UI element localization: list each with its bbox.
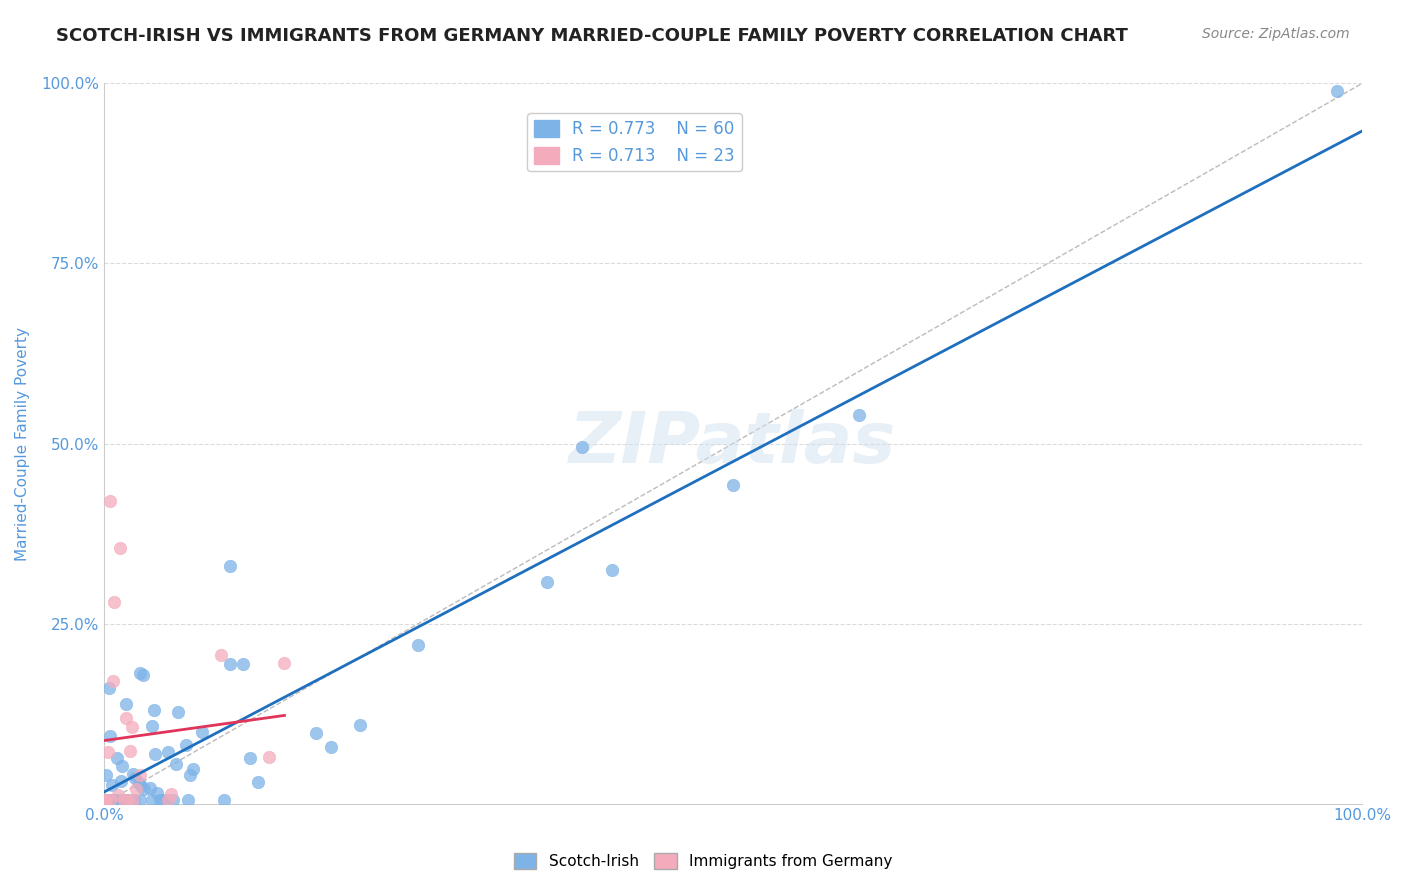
Point xyxy=(122,793,145,807)
Point xyxy=(218,558,240,573)
Point xyxy=(121,793,143,807)
Point xyxy=(132,781,155,796)
Point xyxy=(112,793,135,807)
Text: Source: ZipAtlas.com: Source: ZipAtlas.com xyxy=(1202,27,1350,41)
Point xyxy=(129,779,152,793)
Point xyxy=(111,759,134,773)
Point xyxy=(104,793,127,807)
Point xyxy=(121,793,143,807)
Point xyxy=(98,494,121,508)
Point xyxy=(104,793,127,807)
Point xyxy=(165,757,187,772)
Point xyxy=(174,738,197,752)
Point xyxy=(117,793,139,807)
Point xyxy=(105,750,128,764)
Point xyxy=(146,786,169,800)
Point xyxy=(214,793,236,807)
Point xyxy=(209,648,232,662)
Point xyxy=(94,793,117,807)
Point xyxy=(110,774,132,789)
Point xyxy=(159,788,181,802)
Point xyxy=(121,721,143,735)
Point xyxy=(259,750,281,764)
Point xyxy=(273,657,295,671)
Point xyxy=(319,739,342,754)
Point xyxy=(132,668,155,682)
Point xyxy=(156,793,179,807)
Point xyxy=(408,638,430,652)
Point xyxy=(129,793,152,807)
Point xyxy=(103,595,125,609)
Point xyxy=(110,541,132,555)
Point xyxy=(128,776,150,790)
Point xyxy=(98,793,121,807)
Point xyxy=(349,718,371,732)
Point xyxy=(149,793,172,807)
Legend: R = 0.773    N = 60, R = 0.713    N = 23: R = 0.773 N = 60, R = 0.713 N = 23 xyxy=(527,113,742,171)
Point xyxy=(120,744,142,758)
Point xyxy=(124,771,146,785)
Point xyxy=(571,440,593,454)
Point xyxy=(122,767,145,781)
Point xyxy=(181,762,204,776)
Point xyxy=(247,774,270,789)
Point xyxy=(97,745,120,759)
Point xyxy=(191,724,214,739)
Legend: Scotch-Irish, Immigrants from Germany: Scotch-Irish, Immigrants from Germany xyxy=(508,847,898,875)
Point xyxy=(125,782,148,797)
Point xyxy=(94,793,117,807)
Point xyxy=(157,793,180,807)
Point xyxy=(232,657,254,671)
Point xyxy=(96,768,118,782)
Point xyxy=(107,789,129,803)
Point xyxy=(218,657,240,672)
Point xyxy=(117,793,139,807)
Point xyxy=(94,793,117,807)
Point xyxy=(141,793,163,807)
Point xyxy=(101,673,124,688)
Point xyxy=(98,729,121,743)
Y-axis label: Married-Couple Family Poverty: Married-Couple Family Poverty xyxy=(15,326,30,560)
Point xyxy=(139,781,162,796)
Point xyxy=(129,665,152,680)
Point xyxy=(167,705,190,719)
Point xyxy=(177,793,200,807)
Point xyxy=(142,703,165,717)
Point xyxy=(97,793,120,807)
Point xyxy=(112,793,135,807)
Point xyxy=(96,793,118,807)
Point xyxy=(128,767,150,781)
Point xyxy=(600,563,623,577)
Point xyxy=(721,477,744,491)
Point xyxy=(97,681,120,695)
Point xyxy=(239,751,262,765)
Point xyxy=(150,793,173,807)
Text: ZIPatlas: ZIPatlas xyxy=(569,409,897,478)
Text: SCOTCH-IRISH VS IMMIGRANTS FROM GERMANY MARRIED-COUPLE FAMILY POVERTY CORRELATIO: SCOTCH-IRISH VS IMMIGRANTS FROM GERMANY … xyxy=(56,27,1128,45)
Point xyxy=(848,408,870,422)
Point xyxy=(157,745,180,759)
Point xyxy=(143,747,166,761)
Point xyxy=(179,768,201,782)
Point xyxy=(536,574,558,589)
Point xyxy=(100,778,122,792)
Point xyxy=(114,698,136,712)
Point xyxy=(162,793,184,807)
Point xyxy=(94,793,117,807)
Point xyxy=(141,719,163,733)
Point xyxy=(115,711,138,725)
Point xyxy=(103,793,125,807)
Point xyxy=(305,726,328,740)
Point xyxy=(1326,84,1348,98)
